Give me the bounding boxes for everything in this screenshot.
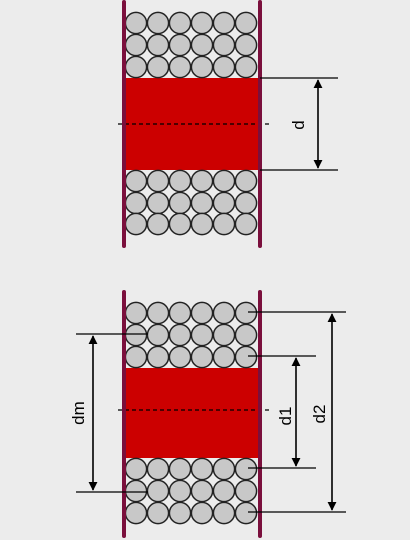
dm-label: dm (69, 401, 88, 425)
top-wire (234, 191, 258, 215)
bottom-wire (168, 301, 192, 325)
top-wire (234, 212, 258, 236)
bottom-wire (146, 479, 170, 503)
top-wire (168, 55, 192, 79)
bottom-wire (212, 301, 236, 325)
bottom-wire (190, 345, 214, 369)
bottom-wire (146, 345, 170, 369)
bottom-wire (234, 501, 258, 525)
bottom-wire (168, 501, 192, 525)
bottom-wire (146, 501, 170, 525)
top-wire (212, 33, 236, 57)
bottom-wire (190, 457, 214, 481)
top-wire (124, 55, 148, 79)
bottom-wire (124, 345, 148, 369)
bottom-core (124, 368, 260, 458)
bottom-wire-rows (124, 301, 258, 525)
top-wire (124, 169, 148, 193)
bottom-wire (168, 457, 192, 481)
top-wire (168, 33, 192, 57)
top-wire (212, 55, 236, 79)
bottom-wire (190, 301, 214, 325)
bottom-wire (168, 323, 192, 347)
top-wire (168, 169, 192, 193)
top-wire (168, 212, 192, 236)
top-wire (146, 33, 170, 57)
bottom-wire (190, 323, 214, 347)
d2-label: d2 (310, 405, 329, 424)
bottom-wire (190, 479, 214, 503)
top-wire (212, 212, 236, 236)
top-wire (212, 11, 236, 35)
top-wire (190, 191, 214, 215)
top-wire (212, 191, 236, 215)
bottom-coil: dm d1 d2 (69, 290, 346, 538)
top-wire (168, 191, 192, 215)
bottom-wire (146, 323, 170, 347)
top-wire (190, 33, 214, 57)
top-wire (146, 191, 170, 215)
top-wire (234, 33, 258, 57)
top-coil: d (118, 0, 338, 248)
d1-label: d1 (276, 407, 295, 426)
top-wire (190, 169, 214, 193)
d-label: d (289, 120, 308, 129)
top-wire (190, 55, 214, 79)
bottom-wire (124, 501, 148, 525)
bottom-wire (212, 457, 236, 481)
bottom-wire (212, 501, 236, 525)
bottom-wire (234, 323, 258, 347)
top-wire (190, 11, 214, 35)
bottom-wire (124, 479, 148, 503)
bottom-wire (212, 323, 236, 347)
bottom-wire (234, 457, 258, 481)
top-wire (190, 212, 214, 236)
top-wire (124, 33, 148, 57)
bottom-wire (234, 301, 258, 325)
top-wire (212, 169, 236, 193)
bottom-wire (212, 345, 236, 369)
top-wire (146, 169, 170, 193)
top-wire (146, 212, 170, 236)
bottom-wire (234, 479, 258, 503)
bottom-wire (124, 457, 148, 481)
bottom-wire (124, 301, 148, 325)
top-wire (168, 11, 192, 35)
top-wire (234, 169, 258, 193)
bottom-wire (146, 301, 170, 325)
bottom-wire (190, 501, 214, 525)
top-wire (146, 55, 170, 79)
top-wire (124, 11, 148, 35)
bottom-wire (124, 323, 148, 347)
bottom-wire (212, 479, 236, 503)
top-wire (234, 11, 258, 35)
bottom-wire (168, 345, 192, 369)
top-wire (146, 11, 170, 35)
bottom-wire (234, 345, 258, 369)
bottom-wire (168, 479, 192, 503)
bottom-wire (146, 457, 170, 481)
top-wire (234, 55, 258, 79)
top-wire (124, 191, 148, 215)
top-wire (124, 212, 148, 236)
